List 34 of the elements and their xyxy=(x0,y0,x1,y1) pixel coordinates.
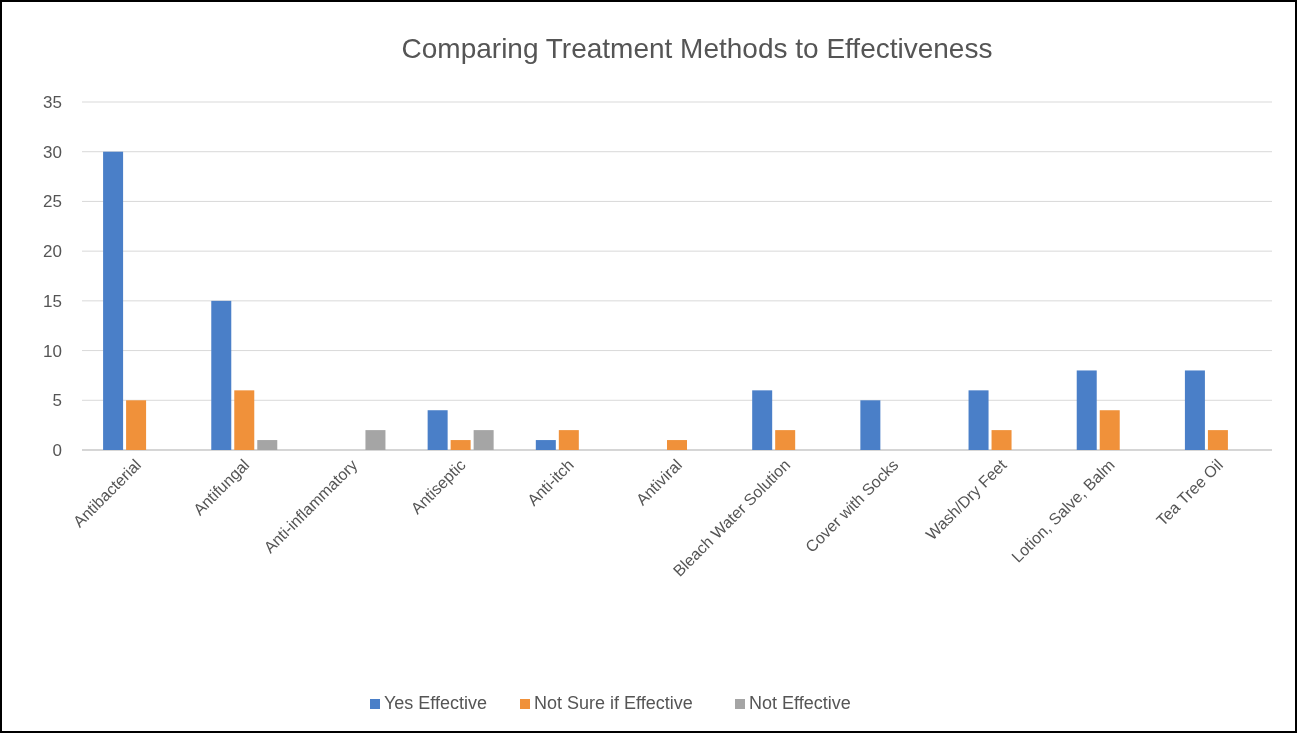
bar xyxy=(1076,370,1097,450)
bar xyxy=(860,400,881,450)
y-tick-label: 15 xyxy=(43,291,62,311)
y-tick-label: 5 xyxy=(52,391,62,411)
bar xyxy=(558,430,579,450)
legend-label: Not Effective xyxy=(749,693,851,713)
legend-label: Yes Effective xyxy=(384,693,488,713)
x-tick-label: Tea Tree Oil xyxy=(1153,456,1227,530)
bar xyxy=(535,440,556,450)
y-tick-label: 20 xyxy=(43,242,62,262)
bar xyxy=(1099,410,1120,450)
bar xyxy=(968,390,989,450)
y-tick-label: 25 xyxy=(43,192,62,212)
bar xyxy=(991,430,1012,450)
bar xyxy=(473,430,494,450)
y-tick-label: 10 xyxy=(43,341,62,361)
chart-title: Comparing Treatment Methods to Effectiveness xyxy=(401,33,993,64)
y-tick-label: 30 xyxy=(43,142,62,162)
bar xyxy=(234,390,255,450)
bar xyxy=(365,430,386,450)
y-tick-label: 0 xyxy=(52,441,62,460)
legend-label: Not Sure if Effective xyxy=(534,693,693,713)
bar xyxy=(427,410,448,450)
bar xyxy=(126,400,147,450)
bar xyxy=(667,440,687,450)
bar xyxy=(775,430,796,450)
bar xyxy=(211,300,232,450)
bar xyxy=(1207,430,1228,450)
bar xyxy=(257,440,278,450)
bar xyxy=(450,440,471,450)
y-tick-label: 35 xyxy=(43,93,62,112)
bar xyxy=(752,390,773,450)
bar xyxy=(103,151,124,450)
bar xyxy=(1184,370,1205,450)
